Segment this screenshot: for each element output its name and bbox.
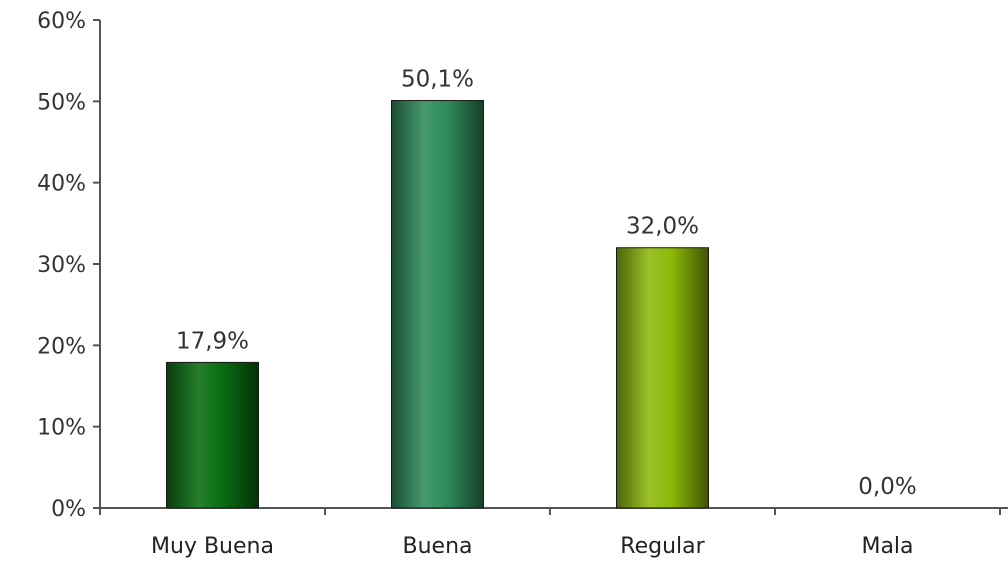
y-tick-label: 30%	[37, 253, 86, 278]
y-tick-label: 40%	[37, 172, 86, 197]
x-axis: Muy Buena Buena Regular Mala	[99, 507, 1008, 559]
y-tick-label: 0%	[51, 497, 86, 522]
y-tick-label: 60%	[37, 9, 86, 34]
x-tick-label: Regular	[620, 534, 705, 559]
y-axis: 0% 10% 20% 30% 40% 50% 60%	[37, 9, 101, 522]
x-tick-label: Mala	[861, 534, 913, 559]
x-tick-label: Buena	[403, 534, 473, 559]
bar-regular	[616, 247, 709, 509]
y-tick-label: 20%	[37, 334, 86, 359]
bars	[166, 100, 709, 509]
bar-buena	[391, 100, 484, 509]
data-label: 17,9%	[176, 328, 249, 354]
data-label: 32,0%	[626, 214, 699, 240]
x-tick-label: Muy Buena	[151, 534, 274, 559]
y-tick-label: 50%	[37, 90, 86, 115]
y-tick-label: 10%	[37, 416, 86, 441]
data-label: 0,0%	[858, 474, 916, 500]
data-label: 50,1%	[401, 67, 474, 93]
data-labels: 17,9% 50,1% 32,0% 0,0%	[176, 67, 917, 500]
bar-muy-buena	[166, 361, 259, 509]
